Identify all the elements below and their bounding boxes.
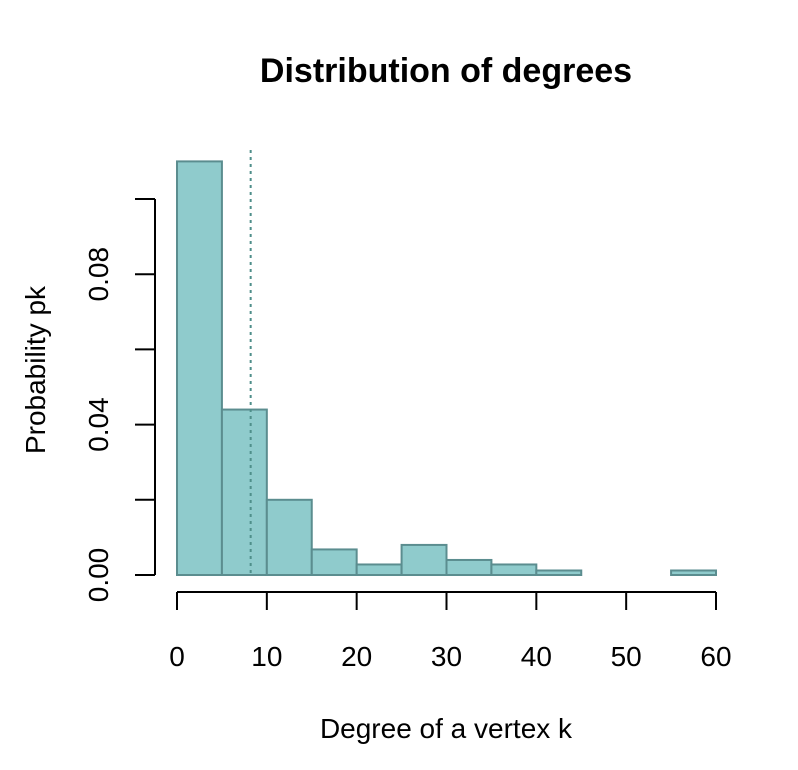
histogram-bar-0 [176,160,223,576]
histogram-bar-2 [265,498,313,576]
x-tick-label: 10 [251,641,282,672]
x-tick-label: 20 [341,641,372,672]
x-tick-label: 0 [169,641,185,672]
x-tick-label: 60 [700,641,731,672]
histogram-bar-4 [355,563,403,576]
y-tick-label: 0.04 [83,397,114,452]
histogram-bar-1 [220,408,268,576]
x-tick-label: 50 [611,641,642,672]
histogram-bar-3 [310,548,358,577]
x-tick-label: 40 [521,641,552,672]
histogram-bar-6 [445,558,493,577]
histogram-bar-5 [400,543,448,576]
x-axis: 0 10 20 30 40 50 60 [169,591,732,672]
chart-title: Distribution of degrees [260,52,632,90]
histogram-bar-7 [490,563,538,576]
x-tick-label: 30 [431,641,462,672]
histogram-bar-11 [670,569,717,576]
bars-group [176,160,717,577]
y-tick-label: 0.00 [83,548,114,603]
y-axis-label: Probability pk [20,285,51,454]
histogram-bar-8 [535,569,583,576]
y-axis: 0.00 0.04 0.08 [83,198,156,603]
x-axis-label: Degree of a vertex k [320,713,573,744]
y-tick-label: 0.08 [83,247,114,302]
